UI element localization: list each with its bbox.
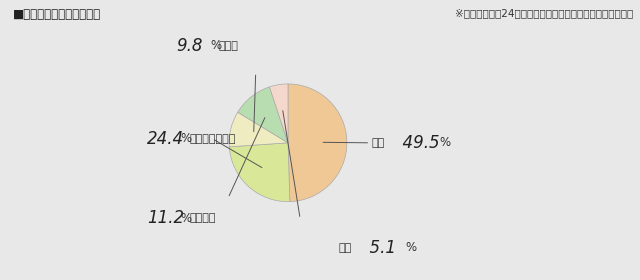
Text: %: %	[181, 132, 192, 145]
Wedge shape	[288, 84, 347, 202]
Wedge shape	[269, 84, 288, 143]
Text: 現金・預貯金等: 現金・預貯金等	[189, 134, 236, 144]
Text: 5.1: 5.1	[358, 239, 396, 257]
Text: その他: その他	[218, 41, 238, 51]
Text: 家屋: 家屋	[338, 243, 351, 253]
Text: %: %	[406, 241, 417, 255]
Text: 有価証券: 有価証券	[189, 213, 216, 223]
Text: %: %	[439, 136, 451, 149]
Text: 土地: 土地	[372, 138, 385, 148]
Wedge shape	[237, 87, 288, 143]
Wedge shape	[229, 112, 288, 147]
Text: ■相続税の種類別取得財産: ■相続税の種類別取得財産	[13, 8, 101, 21]
Text: %: %	[211, 39, 221, 52]
Text: 24.4: 24.4	[147, 130, 184, 148]
Text: %: %	[181, 212, 192, 225]
Text: 49.5: 49.5	[392, 134, 440, 152]
Text: 11.2: 11.2	[147, 209, 184, 227]
Wedge shape	[229, 143, 290, 202]
Text: 9.8: 9.8	[176, 37, 203, 55]
Text: ※国税庁「平成24年分の相続税の申告の状況について」より: ※国税庁「平成24年分の相続税の申告の状況について」より	[455, 8, 634, 18]
